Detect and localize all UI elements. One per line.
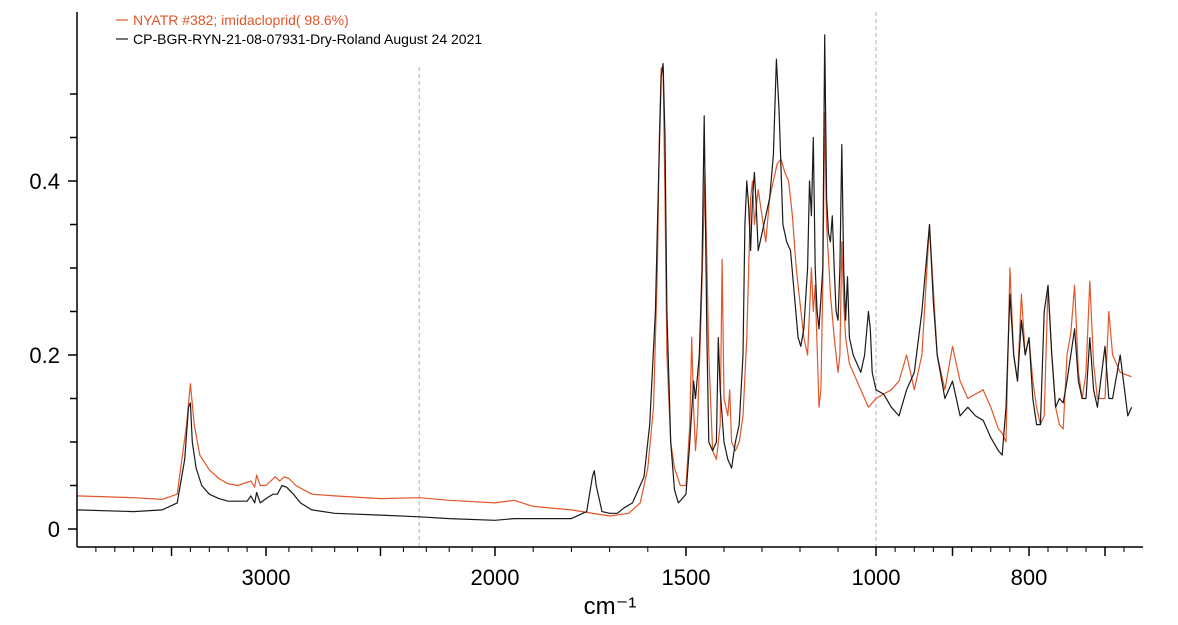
x-tick-label: 2000 [471, 565, 520, 590]
x-axis-label: cm⁻¹ [584, 593, 637, 620]
y-tick-label: 0 [48, 517, 60, 542]
x-tick-label: 1000 [852, 565, 901, 590]
x-tick-label: 800 [1011, 565, 1048, 590]
y-tick-label: 0.4 [29, 169, 60, 194]
legend-label: NYATR #382; imidacloprid( 98.6%) [133, 12, 349, 28]
series-line-imidacloprid [76, 67, 1132, 517]
x-tick-label: 1500 [662, 565, 711, 590]
series-layer [76, 34, 1133, 521]
y-tick-label: 0.2 [29, 343, 60, 368]
x-ticks: 3000 2000 1500 1000 800 [95, 547, 1125, 590]
legend-label: CP-BGR-RYN-21-08-07931-Dry-Roland August… [133, 31, 482, 47]
axes [76, 12, 1143, 548]
legend: NYATR #382; imidacloprid( 98.6%) CP-BGR-R… [116, 12, 482, 47]
series-line-sample [76, 34, 1133, 521]
x-tick-label: 3000 [242, 565, 291, 590]
vertical-reference-lines [418, 12, 877, 547]
y-ticks: 0 0.2 0.4 [29, 93, 77, 542]
